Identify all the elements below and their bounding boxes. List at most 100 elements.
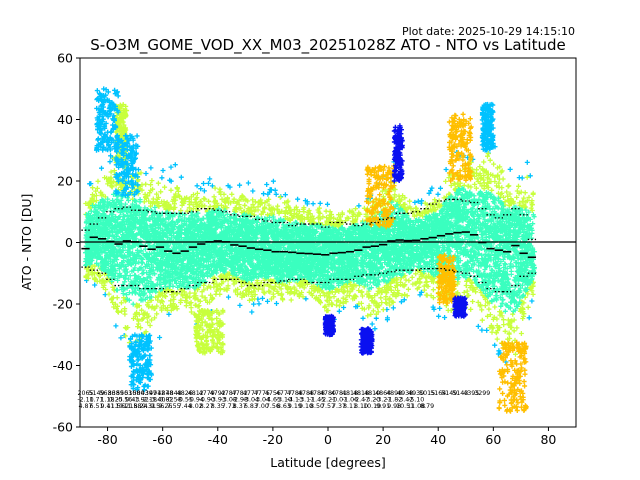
bin-std: 8.50 xyxy=(310,403,324,410)
bin-std: 10.19 xyxy=(363,403,381,410)
bin-mean: -2.98 xyxy=(232,397,248,404)
bin-mean: -3.08 xyxy=(221,397,237,404)
bin-count: 4787 xyxy=(221,390,237,397)
bin-std: 7.44 xyxy=(178,403,192,410)
scatter-low-density xyxy=(84,139,535,365)
bin-std: 8.63 xyxy=(277,403,291,410)
bin-count: 4780 xyxy=(320,390,336,397)
bin-mean: -3.93 xyxy=(210,397,226,404)
bin-mean: -4.65 xyxy=(265,397,281,404)
bin-mean: -3.17 xyxy=(298,397,314,404)
x-tick-label: -80 xyxy=(97,432,117,447)
scatter-cluster-low-density-b xyxy=(496,339,529,414)
bin-count: 5149 xyxy=(441,390,457,397)
y-tick-label: 0 xyxy=(65,235,73,250)
bin-count: 4788 xyxy=(309,390,325,397)
scatter-cluster-low-density-a xyxy=(113,133,141,198)
bin-mean: -0.94 xyxy=(188,397,204,404)
bin-mean: -2.47 xyxy=(353,397,369,404)
plot-date: Plot date: 2025-10-29 14:15:10 xyxy=(402,25,575,38)
y-tick-label: 40 xyxy=(57,112,73,127)
bin-mean: 0.43 xyxy=(125,397,139,404)
bin-mean: -0.58 xyxy=(166,397,182,404)
bin-mean: -3.04 xyxy=(243,397,259,404)
bin-count: 4777 xyxy=(243,390,259,397)
bin-std: 11.58 xyxy=(123,403,141,410)
scatter-cluster-mid-density xyxy=(193,307,226,356)
scatter-points xyxy=(83,86,537,414)
bin-count: 4912 xyxy=(149,390,165,397)
bin-mean: -1.82 xyxy=(386,397,402,404)
scatter-mid-density xyxy=(83,151,536,357)
std-band xyxy=(81,198,537,293)
bin-count: 4756 xyxy=(265,390,281,397)
bin-count: 5503 xyxy=(116,390,132,397)
bin-mean: -1.92 xyxy=(132,397,148,404)
bin-count: 4810 xyxy=(364,390,380,397)
bin-count: 8389 xyxy=(108,390,124,397)
bin-mean: -3.04 xyxy=(254,397,270,404)
bin-std: 9.31 xyxy=(142,403,156,410)
bin-std: 8.35 xyxy=(211,403,225,410)
bin-mean: -0.90 xyxy=(199,397,215,404)
bin-std: 7.37 xyxy=(332,403,346,410)
bin-count: 5143 xyxy=(452,390,468,397)
x-tick-label: -20 xyxy=(263,432,283,447)
bin-mean: -3.42 xyxy=(397,397,413,404)
bin-std: 7.73 xyxy=(222,403,236,410)
bin-std: 7.57 xyxy=(321,403,335,410)
bin-std: 9.26 xyxy=(158,403,172,410)
bin-count: 5108 xyxy=(124,390,140,397)
bin-count: 4777 xyxy=(276,390,292,397)
bin-mean: -1.45 xyxy=(309,397,325,404)
bin-count: 5164 xyxy=(430,390,446,397)
bin-count: 2065 xyxy=(77,390,93,397)
bin-mean: -5.10 xyxy=(408,397,424,404)
bin-count: 3299 xyxy=(474,390,490,397)
bin-std: 7.55 xyxy=(167,403,181,410)
scatter-cluster-low-density-a xyxy=(479,101,496,153)
x-tick-label: 20 xyxy=(375,432,391,447)
bin-count: 4818 xyxy=(342,390,358,397)
x-tick-label: -60 xyxy=(152,432,172,447)
bin-std: 8.24 xyxy=(134,403,148,410)
bin-count: 5015 xyxy=(419,390,435,397)
bin-std: 9.91 xyxy=(376,403,390,410)
bin-std: 7.00 xyxy=(255,403,269,410)
bin-mean: -0.07 xyxy=(331,397,347,404)
bin-std: 8.10 xyxy=(354,403,368,410)
bin-std: 10.51 xyxy=(396,403,414,410)
bin-mean: 1.18 xyxy=(101,397,115,404)
bin-count: 4812 xyxy=(188,390,204,397)
x-axis: -80 -60 -40 -20 0 20 40 60 80 xyxy=(97,427,556,447)
bin-mean: -2.21 xyxy=(320,397,336,404)
bin-mean: -2.18 xyxy=(141,397,157,404)
chart-title: S-O3M_GOME_VOD_XX_M03_20251028Z ATO - NT… xyxy=(90,36,566,55)
bin-std: 8.02 xyxy=(189,403,203,410)
bin-mean: -3.20 xyxy=(364,397,380,404)
x-tick-label: 60 xyxy=(485,432,501,447)
bin-mean: -3.40 xyxy=(149,397,165,404)
scatter-cluster-sparse xyxy=(358,326,375,356)
bin-std: 6.83 xyxy=(244,403,258,410)
bin-count: 4848 xyxy=(166,390,182,397)
bin-std: 8.79 xyxy=(420,403,434,410)
plot-area xyxy=(80,86,576,414)
bin-count: 4792 xyxy=(210,390,226,397)
scatter-cluster-low-density-a xyxy=(127,332,154,393)
bin-std: 7.56 xyxy=(266,403,280,410)
bin-mean: -2.10 xyxy=(77,397,93,404)
bin-count: 4930 xyxy=(408,390,424,397)
bin-mean: -3.10 xyxy=(276,397,292,404)
bin-count: 4788 xyxy=(287,390,303,397)
scatter-cluster-low-density-a xyxy=(94,86,121,153)
scatter-cluster-sparse xyxy=(322,313,336,338)
x-tick-label: -40 xyxy=(208,432,228,447)
bin-std: 9.41 xyxy=(101,403,115,410)
scatter-cluster-sparse xyxy=(391,123,405,184)
bin-statistics: 2065514956368389550351085003439749124878… xyxy=(77,390,490,410)
bin-std: 10.21 xyxy=(115,403,133,410)
bin-mean: -4.13 xyxy=(287,397,303,404)
bin-std: 6.51 xyxy=(90,403,104,410)
